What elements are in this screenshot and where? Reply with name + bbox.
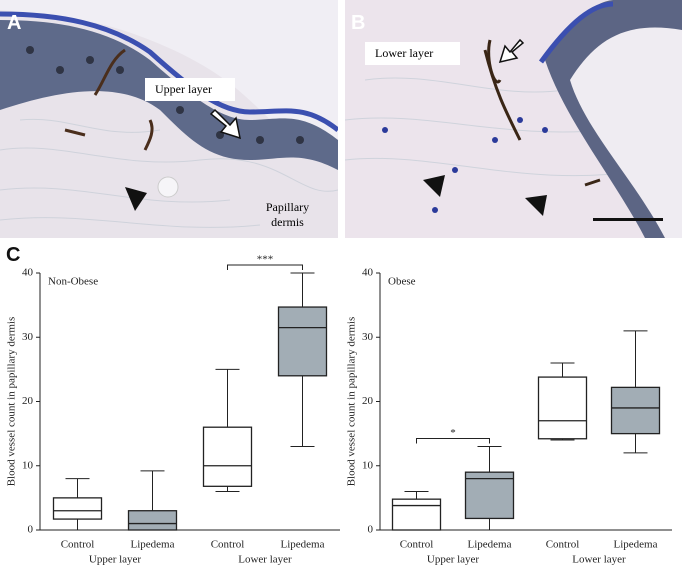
panel-label: A bbox=[7, 12, 22, 34]
x-tick-label: Control bbox=[400, 539, 434, 551]
box bbox=[610, 386, 661, 435]
annotation: Upper layer bbox=[145, 78, 235, 101]
box bbox=[277, 306, 328, 377]
y-tick-label: 40 bbox=[22, 267, 34, 279]
y-tick-label: 40 bbox=[362, 267, 374, 279]
y-tick-label: 30 bbox=[362, 331, 374, 343]
micrograph-b: B Lower layer bbox=[345, 0, 682, 238]
box bbox=[127, 510, 178, 531]
x-tick-label: Control bbox=[211, 539, 245, 551]
group-label: Lower layer bbox=[238, 554, 292, 566]
panel-label: B bbox=[351, 12, 366, 34]
y-axis-label: Blood vessel count in papillary dermis bbox=[6, 317, 18, 487]
group-label: Upper layer bbox=[89, 554, 142, 566]
box bbox=[537, 376, 588, 440]
annotation: Papillary dermis bbox=[265, 200, 310, 229]
box bbox=[202, 426, 253, 487]
chart-title: Obese bbox=[388, 276, 416, 288]
x-tick-label: Lipedema bbox=[131, 539, 175, 551]
y-axis-label: Blood vessel count in papillary dermis bbox=[346, 317, 358, 487]
group-label: Lower layer bbox=[572, 554, 626, 566]
y-tick-label: 20 bbox=[362, 395, 374, 407]
x-tick-label: Lipedema bbox=[614, 539, 658, 551]
box bbox=[52, 497, 103, 520]
x-tick-label: Control bbox=[61, 539, 95, 551]
x-tick-label: Control bbox=[546, 539, 580, 551]
x-tick-label: Lipedema bbox=[468, 539, 512, 551]
significance-label: * bbox=[450, 427, 456, 439]
significance-bracket bbox=[227, 264, 303, 270]
micrograph-art bbox=[345, 0, 682, 238]
y-tick-label: 30 bbox=[22, 331, 34, 343]
y-tick-label: 10 bbox=[22, 459, 34, 471]
micrograph-art bbox=[0, 0, 338, 238]
group-label: Upper layer bbox=[427, 554, 480, 566]
chart-title: Non-Obese bbox=[48, 276, 98, 288]
box bbox=[464, 471, 515, 520]
y-tick-label: 0 bbox=[28, 524, 34, 536]
annotation: Lower layer bbox=[365, 42, 460, 65]
x-tick-label: Lipedema bbox=[281, 539, 325, 551]
y-tick-label: 0 bbox=[368, 524, 374, 536]
y-tick-label: 20 bbox=[22, 395, 34, 407]
micrograph-a: A Upper layer Papillary dermis bbox=[0, 0, 338, 238]
y-tick-label: 10 bbox=[362, 459, 374, 471]
panel-label: C bbox=[6, 244, 21, 266]
significance-label: *** bbox=[257, 254, 274, 266]
box bbox=[391, 498, 442, 531]
significance-bracket bbox=[416, 437, 490, 444]
